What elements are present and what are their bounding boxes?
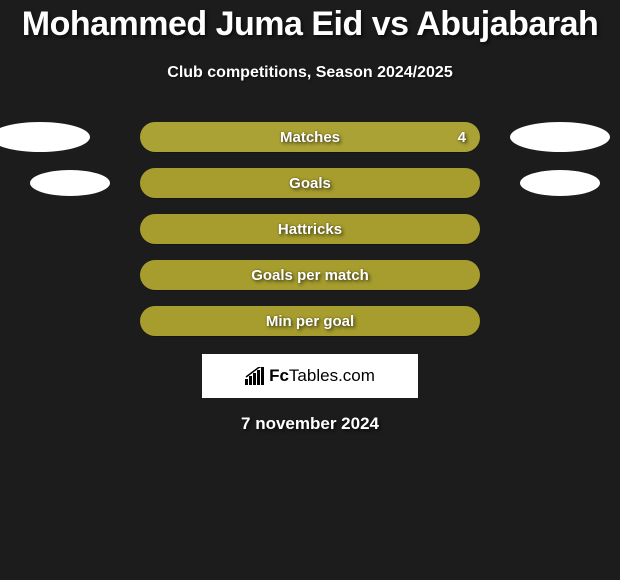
bar-chart-icon bbox=[245, 367, 267, 385]
stat-row: Hattricks bbox=[0, 214, 620, 244]
stat-label: Min per goal bbox=[266, 313, 354, 330]
stat-label: Goals bbox=[289, 175, 331, 192]
right-value-ellipse bbox=[510, 122, 610, 152]
date-label: 7 november 2024 bbox=[0, 414, 620, 434]
fctables-logo[interactable]: FcTables.com bbox=[202, 354, 418, 398]
stat-row: Min per goal bbox=[0, 306, 620, 336]
left-value-ellipse bbox=[30, 170, 110, 196]
stat-row: Goals bbox=[0, 168, 620, 198]
logo-text: FcTables.com bbox=[269, 366, 375, 386]
stat-pill: Hattricks bbox=[140, 214, 480, 244]
stats-rows: Matches 4 Goals Hattricks Goals per match Min… bbox=[0, 122, 620, 336]
stat-row: Matches 4 bbox=[0, 122, 620, 152]
stat-label: Hattricks bbox=[278, 221, 342, 238]
stat-label: Matches bbox=[280, 129, 340, 146]
stat-pill: Goals bbox=[140, 168, 480, 198]
page-subtitle: Club competitions, Season 2024/2025 bbox=[0, 64, 620, 82]
right-value-ellipse bbox=[520, 170, 600, 196]
stat-pill: Min per goal bbox=[140, 306, 480, 336]
stat-value: 4 bbox=[458, 129, 466, 146]
stat-pill: Matches 4 bbox=[140, 122, 480, 152]
stat-row: Goals per match bbox=[0, 260, 620, 290]
left-value-ellipse bbox=[0, 122, 90, 152]
page-title: Mohammed Juma Eid vs Abujabarah bbox=[0, 0, 620, 44]
stat-pill: Goals per match bbox=[140, 260, 480, 290]
stat-label: Goals per match bbox=[251, 267, 369, 284]
